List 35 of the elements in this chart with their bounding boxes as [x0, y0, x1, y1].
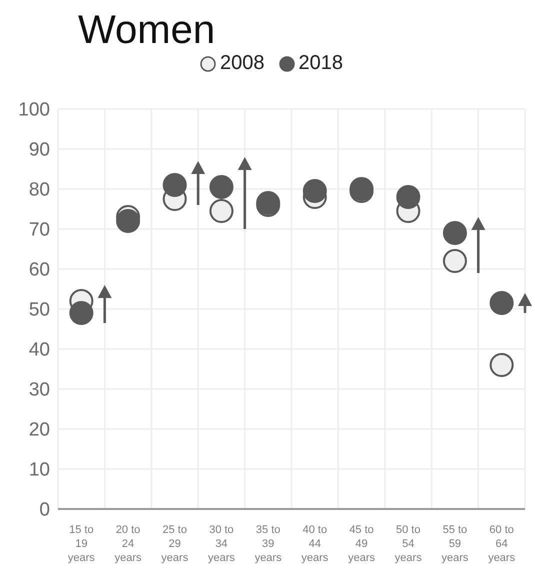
point: [209, 199, 234, 223]
y-tick-label: 90: [28, 140, 50, 161]
point: [162, 173, 187, 197]
point: [302, 179, 327, 203]
y-tick-label: 80: [28, 180, 50, 201]
legend-label: 2008: [220, 52, 264, 75]
point: [490, 353, 514, 377]
x-tick-label: 35 to 39 years: [254, 524, 282, 564]
x-tick-label: 25 to 29 years: [161, 524, 189, 564]
x-tick-label: 60 to 64 years: [488, 524, 516, 564]
y-tick-label: 0: [39, 500, 50, 521]
chart-title: Women: [77, 8, 216, 52]
y-tick-label: 60: [28, 260, 50, 281]
x-tick-label: 20 to 24 years: [114, 524, 142, 564]
point: [209, 175, 234, 199]
x-tick-label: 40 to 44 years: [301, 524, 329, 564]
point: [69, 301, 94, 325]
y-tick-label: 30: [28, 380, 50, 401]
y-tick-label: 100: [18, 100, 50, 121]
point: [396, 185, 420, 209]
point: [442, 249, 467, 273]
point: [116, 209, 140, 233]
x-tick-label: 30 to 34 years: [208, 524, 236, 564]
y-tick-label: 70: [28, 220, 50, 241]
y-tick-label: 10: [28, 460, 50, 481]
x-tick-label: 45 to 49 years: [348, 524, 376, 564]
y-tick-label: 50: [28, 300, 50, 321]
x-tick-label: 50 to 54 years: [394, 524, 422, 564]
y-tick-label: 40: [28, 340, 50, 361]
x-tick-label: 15 to 19 years: [68, 524, 96, 564]
point: [442, 221, 467, 245]
y-tick-label: 20: [28, 420, 50, 441]
x-tick-label: 55 to 59 years: [441, 524, 469, 564]
point: [490, 291, 514, 315]
legend-label: 2018: [298, 52, 343, 75]
